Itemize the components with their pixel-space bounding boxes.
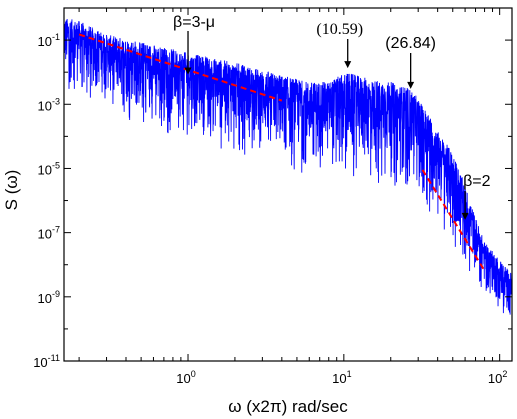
annotation-beta-3-mu-arrow-head [184,67,192,75]
y-tick-label: 10-11 [33,353,60,370]
y-tick-label: 10-7 [38,225,60,242]
annotation-beta-2: β=2 [463,173,491,190]
y-tick-label: 10-5 [38,160,60,177]
y-tick-label: 10-3 [38,96,60,113]
y-axis-label: S (ω) [2,170,21,211]
x-axis-label: ω (x2π) rad/sec [228,397,348,416]
y-tick-label: 10-9 [38,289,60,306]
data-layer [63,19,513,315]
plot-frame [63,7,513,362]
fit-line-1 [78,33,283,102]
annotation-beta-2-arrow-head [461,212,469,220]
annotation-beta-3-mu: β=3-μ [173,14,215,31]
annotation-peak-26-84: (26.84) [385,35,436,52]
annotations: β=3-μ (10.59) (26.84) β=2 [173,14,491,220]
x-tick-label: 101 [332,369,351,386]
x-tick-label: 100 [176,369,195,386]
tick-marks [64,7,512,362]
y-tick-label: 10-1 [38,32,60,49]
annotation-peak-26-84-arrow-head [407,81,415,89]
x-tick-labels: 100 101 102 [176,369,507,386]
x-tick-label: 102 [488,369,507,386]
spectrum-series-line [63,19,513,315]
y-tick-labels: 10-1 10-3 10-5 10-7 10-9 10-11 [33,32,60,370]
annotation-peak-10-59: (10.59) [316,21,363,38]
annotation-peak-10-59-arrow-head [344,61,352,69]
